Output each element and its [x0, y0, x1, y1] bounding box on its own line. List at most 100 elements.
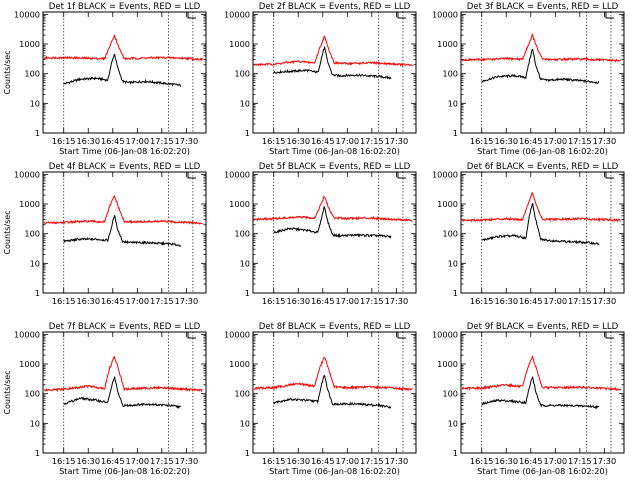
- x-tick-label: 17:30: [175, 296, 199, 306]
- plot-frame: [460, 331, 625, 454]
- chart-title: Det 8f BLACK = Events, RED = LLD: [259, 322, 411, 332]
- chart-panel: Det 4f BLACK = Events, RED = LLD 1 10 100 10…: [3, 162, 207, 306]
- y-tick-label: 1: [245, 128, 250, 138]
- chart-panel: Det 5f BLACK = Events, RED = LLD 1 10 100 10…: [224, 162, 417, 306]
- plot-frame: [460, 11, 625, 134]
- events-series-line: [63, 53, 182, 87]
- x-tick-label: 17:15: [360, 136, 384, 146]
- chart-panel: Det 1f BLACK = Events, RED = LLD 1 10 100 10…: [3, 2, 207, 156]
- y-tick-label: 10000: [224, 329, 250, 339]
- y-tick-label: 10: [240, 98, 250, 108]
- x-tick-label: 16:30: [494, 456, 518, 466]
- x-tick-label: 17:00: [544, 136, 568, 146]
- y-tick-label: 1: [35, 288, 40, 298]
- y-tick-label: 100: [442, 69, 458, 79]
- lld-series-line: [462, 191, 621, 223]
- x-tick-label: 16:15: [470, 456, 494, 466]
- y-tick-label: 1: [453, 288, 458, 298]
- lld-series-line: [253, 195, 413, 222]
- x-tick-label: 16:45: [311, 136, 335, 146]
- x-tick-label: 17:00: [126, 136, 150, 146]
- corner-marker: [397, 12, 406, 19]
- x-tick-label: 17:00: [544, 456, 568, 466]
- plot-frame: [252, 331, 417, 454]
- corner-marker: [605, 332, 614, 339]
- y-tick-label: 10000: [224, 9, 250, 19]
- y-tick-label: 10: [30, 418, 40, 428]
- chart-panel: Det 2f BLACK = Events, RED = LLD 1 10 100 10…: [224, 2, 417, 156]
- y-tick-label: 10000: [432, 329, 458, 339]
- x-axis-label: Start Time (06-Jan-08 16:02:20): [269, 466, 400, 476]
- x-tick-label: 16:30: [494, 136, 518, 146]
- x-tick-label: 17:15: [150, 136, 174, 146]
- x-tick-label: 17:30: [175, 136, 199, 146]
- y-tick-label: 1: [35, 128, 40, 138]
- x-tick-label: 17:00: [544, 296, 568, 306]
- chart-title: Det 1f BLACK = Events, RED = LLD: [49, 2, 201, 12]
- x-axis-label: Start Time (06-Jan-08 16:02:20): [269, 146, 400, 156]
- y-tick-label: 10: [448, 98, 458, 108]
- x-tick-label: 16:45: [311, 296, 335, 306]
- x-tick-label: 16:30: [286, 296, 310, 306]
- x-tick-label: 17:30: [593, 456, 617, 466]
- x-tick-label: 17:30: [175, 456, 199, 466]
- lld-series-line: [253, 357, 413, 392]
- x-tick-label: 16:15: [470, 136, 494, 146]
- x-tick-label: 16:30: [286, 456, 310, 466]
- y-axis-label: Counts/sec: [3, 50, 12, 94]
- x-tick-label: 16:30: [76, 296, 100, 306]
- plot-frame: [252, 171, 417, 294]
- x-tick-label: 17:15: [568, 456, 592, 466]
- events-series-line: [63, 215, 182, 247]
- x-tick-label: 17:30: [385, 136, 409, 146]
- y-axis-label: Counts/sec: [3, 210, 12, 254]
- x-tick-label: 16:30: [494, 296, 518, 306]
- x-tick-label: 16:45: [101, 136, 125, 146]
- corner-marker: [605, 172, 614, 179]
- x-tick-label: 16:15: [52, 456, 76, 466]
- y-tick-label: 10: [240, 418, 250, 428]
- y-tick-label: 1000: [229, 39, 250, 49]
- y-tick-label: 1000: [19, 39, 40, 49]
- lld-series-line: [43, 34, 204, 62]
- x-tick-label: 16:30: [76, 136, 100, 146]
- x-tick-label: 16:45: [101, 296, 125, 306]
- chart-panel: Det 6f BLACK = Events, RED = LLD 1 10 100 10…: [432, 162, 625, 306]
- y-tick-label: 10000: [14, 9, 40, 19]
- x-tick-label: 17:30: [593, 136, 617, 146]
- y-tick-label: 100: [234, 69, 250, 79]
- x-axis-label: Start Time (06-Jan-08 16:02:20): [477, 146, 608, 156]
- events-series-line: [481, 203, 600, 246]
- chart-panel: Det 9f BLACK = Events, RED = LLD 1 10 100 10…: [432, 322, 625, 476]
- x-tick-label: 16:45: [101, 456, 125, 466]
- x-tick-label: 17:30: [385, 296, 409, 306]
- y-tick-label: 10000: [224, 169, 250, 179]
- y-tick-label: 1: [245, 448, 250, 458]
- y-tick-label: 1000: [19, 199, 40, 209]
- y-tick-label: 1000: [437, 39, 458, 49]
- events-series-line: [63, 376, 182, 410]
- y-tick-label: 1000: [437, 359, 458, 369]
- lld-series-line: [253, 35, 413, 67]
- y-tick-label: 1000: [19, 359, 40, 369]
- y-tick-label: 10: [240, 258, 250, 268]
- chart-title: Det 4f BLACK = Events, RED = LLD: [49, 162, 201, 172]
- lld-series-line: [43, 356, 203, 393]
- x-tick-label: 16:45: [519, 136, 543, 146]
- x-tick-label: 17:00: [126, 296, 150, 306]
- x-tick-label: 17:15: [360, 456, 384, 466]
- x-tick-label: 16:15: [470, 296, 494, 306]
- x-axis-label: Start Time (06-Jan-08 16:02:20): [59, 466, 190, 476]
- plot-frame: [460, 171, 625, 294]
- x-axis-label: Start Time (06-Jan-08 16:02:20): [477, 466, 608, 476]
- x-tick-label: 17:00: [336, 296, 360, 306]
- y-tick-label: 1: [453, 448, 458, 458]
- x-tick-label: 17:00: [336, 456, 360, 466]
- events-series-line: [273, 45, 392, 80]
- x-tick-label: 16:45: [311, 456, 335, 466]
- chart-title: Det 2f BLACK = Events, RED = LLD: [259, 2, 411, 12]
- y-tick-label: 1: [245, 288, 250, 298]
- events-series-line: [273, 205, 392, 239]
- plot-frame: [252, 11, 417, 134]
- y-tick-label: 10000: [432, 9, 458, 19]
